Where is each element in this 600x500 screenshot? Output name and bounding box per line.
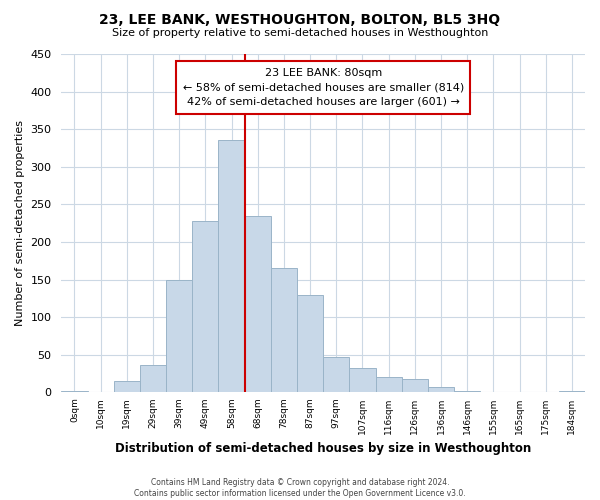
- Bar: [349, 368, 376, 392]
- Bar: [114, 381, 140, 392]
- Bar: [193, 221, 218, 392]
- Y-axis label: Number of semi-detached properties: Number of semi-detached properties: [15, 120, 25, 326]
- Bar: [297, 294, 323, 392]
- Bar: [271, 268, 297, 392]
- Bar: [559, 391, 585, 392]
- Text: 23 LEE BANK: 80sqm
← 58% of semi-detached houses are smaller (814)
42% of semi-d: 23 LEE BANK: 80sqm ← 58% of semi-detache…: [182, 68, 464, 107]
- Bar: [402, 379, 428, 392]
- Bar: [245, 216, 271, 392]
- Bar: [376, 376, 402, 392]
- Bar: [323, 357, 349, 392]
- Bar: [454, 391, 480, 392]
- Text: Contains HM Land Registry data © Crown copyright and database right 2024.
Contai: Contains HM Land Registry data © Crown c…: [134, 478, 466, 498]
- Bar: [140, 364, 166, 392]
- Bar: [166, 280, 193, 392]
- Text: Size of property relative to semi-detached houses in Westhoughton: Size of property relative to semi-detach…: [112, 28, 488, 38]
- Bar: [428, 387, 454, 392]
- Text: 23, LEE BANK, WESTHOUGHTON, BOLTON, BL5 3HQ: 23, LEE BANK, WESTHOUGHTON, BOLTON, BL5 …: [100, 12, 500, 26]
- Bar: [218, 140, 245, 392]
- X-axis label: Distribution of semi-detached houses by size in Westhoughton: Distribution of semi-detached houses by …: [115, 442, 532, 455]
- Bar: [61, 391, 88, 392]
